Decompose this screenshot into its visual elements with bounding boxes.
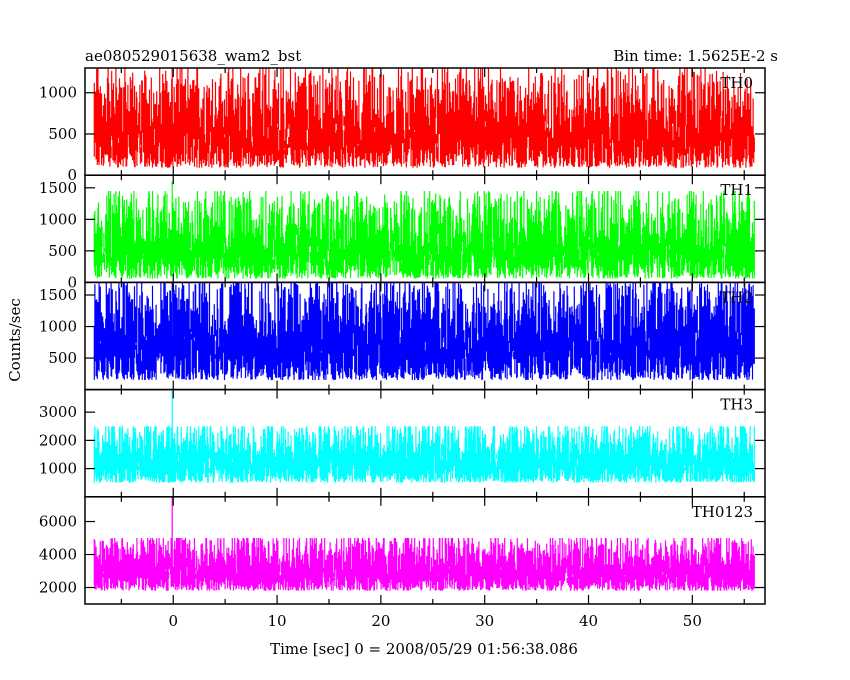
y-tick-label: 1000 bbox=[39, 460, 77, 478]
x-tick-label: 30 bbox=[475, 612, 494, 630]
y-tick-label: 2000 bbox=[39, 431, 77, 449]
chart-subtitle: Bin time: 1.5625E-2 s bbox=[613, 47, 778, 65]
y-tick-label: 1500 bbox=[39, 179, 77, 197]
panel-th0: TH0 0 500 1000 bbox=[39, 67, 766, 184]
y-tick-label: 0 bbox=[67, 273, 77, 291]
panel-th3: TH3 1000 2000 3000 bbox=[39, 388, 766, 498]
y-tick-label: 1000 bbox=[39, 318, 77, 336]
y-tick-label: 3000 bbox=[39, 403, 77, 421]
y-axis-label: Counts/sec bbox=[6, 298, 24, 382]
y-tick-label: 1000 bbox=[39, 210, 77, 228]
series-trace-th0 bbox=[93, 68, 755, 168]
panel-label-th2: TH2 bbox=[720, 288, 753, 306]
y-tick-label: 500 bbox=[48, 125, 77, 143]
chart-title: ae080529015638_wam2_bst bbox=[85, 47, 301, 65]
y-tick-label: 0 bbox=[67, 166, 77, 184]
panel-th1: TH1 0 500 1000 1500 bbox=[39, 174, 766, 291]
panel-label-th0123: TH0123 bbox=[692, 503, 753, 521]
panel-label-th1: TH1 bbox=[720, 181, 753, 199]
y-tick-label: 2000 bbox=[39, 579, 77, 597]
y-tick-label: 1000 bbox=[39, 84, 77, 102]
x-axis-label: Time [sec] 0 = 2008/05/29 01:56:38.086 bbox=[270, 640, 578, 658]
x-tick-label: 40 bbox=[579, 612, 598, 630]
series-trace-th3 bbox=[93, 389, 755, 483]
panel-th0123: TH0123 2000 4000 6000 bbox=[39, 496, 766, 605]
y-tick-label: 1500 bbox=[39, 286, 77, 304]
series-trace-th2 bbox=[93, 282, 755, 381]
y-tick-label: 4000 bbox=[39, 546, 77, 564]
x-tick-label: 0 bbox=[168, 612, 178, 630]
x-tick-label: 20 bbox=[371, 612, 390, 630]
series-trace-th0123 bbox=[93, 496, 755, 591]
panels-group: TH005001000TH1050010001500TH250010001500… bbox=[39, 67, 766, 630]
x-tick-label: 50 bbox=[683, 612, 702, 630]
y-tick-label: 500 bbox=[48, 242, 77, 260]
x-tick-label: 10 bbox=[268, 612, 287, 630]
y-tick-label: 6000 bbox=[39, 513, 77, 531]
y-tick-label: 500 bbox=[48, 349, 77, 367]
series-trace-th1 bbox=[93, 181, 755, 279]
panel-th2: TH2 500 1000 1500 bbox=[39, 281, 766, 391]
panel-label-th3: TH3 bbox=[720, 396, 753, 414]
panel-label-th0: TH0 bbox=[720, 74, 753, 92]
panel-frame bbox=[84, 496, 766, 605]
